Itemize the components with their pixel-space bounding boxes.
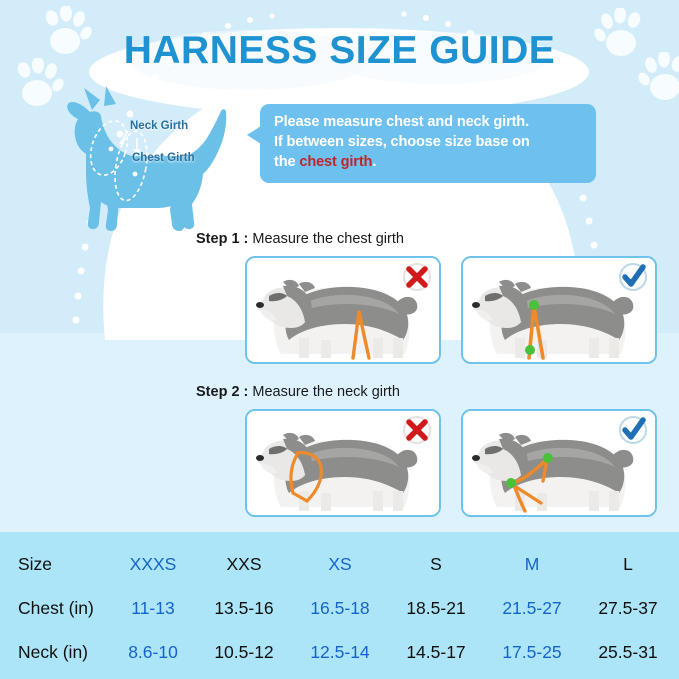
row-label-size: Size [18,553,53,574]
table-cell-chest-s: 18.5-21 [406,597,466,618]
step-2-number: Step 2 : [196,384,253,400]
paw-print-icon [36,6,92,58]
table-cell-chest-xxxs: 11-13 [131,597,175,618]
photo-step1-incorrect [245,256,441,364]
table-cell-neck-s: 14.5-17 [406,641,466,662]
step-1-text: Measure the chest girth [252,231,404,247]
step-1-number: Step 1 : [196,231,253,247]
photo-step2-incorrect [245,409,441,517]
measurement-instruction-callout: Please measure chest and neck girth. If … [247,104,596,183]
step-1-label: Step 1 : Measure the chest girth [196,231,404,247]
table-header-m: M [524,553,540,574]
size-table: Size XXXS XXS XS S M L Chest (in) 11-13 … [0,532,679,679]
callout-highlight: chest girth [299,153,373,170]
step-2-text: Measure the neck girth [252,384,400,400]
photo-step1-correct [461,256,657,364]
page-title: HARNESS SIZE GUIDE [123,29,556,72]
callout-line-2: If between sizes, choose size base on [274,133,530,150]
paw-print-icon [638,52,679,104]
table-cell-neck-m: 17.5-25 [502,641,562,662]
table-cell-neck-l: 25.5-31 [598,641,658,662]
photo-step2-correct [461,409,657,517]
table-header-xxxs: XXXS [129,553,177,574]
chest-girth-label: Chest Girth [132,152,195,164]
table-header-s: S [430,553,442,574]
check-icon [616,261,650,293]
table-row-chest: Chest (in) 11-13 13.5-16 16.5-18 18.5-21… [0,586,679,630]
table-header-xs: XS [328,553,352,574]
table-cell-chest-xxs: 13.5-16 [214,597,274,618]
table-row-size: Size XXXS XXS XS S M L [0,542,679,586]
paw-print-icon [594,8,650,60]
cross-icon [400,414,434,446]
neck-girth-label: Neck Girth [130,120,189,132]
table-cell-neck-xxs: 10.5-12 [214,641,274,662]
callout-tail [247,126,261,144]
dog-silhouette-illustration [62,76,247,238]
callout-line-3-prefix: the [274,153,300,170]
row-label-neck: Neck (in) [18,641,89,662]
step-2-label: Step 2 : Measure the neck girth [196,384,400,400]
table-header-xxs: XXS [226,553,262,574]
paw-print-icon [8,58,64,110]
callout-line-3-suffix: . [372,153,377,170]
table-row-neck: Neck (in) 8.6-10 10.5-12 12.5-14 14.5-17… [0,630,679,674]
background-band-table [0,532,679,679]
row-label-chest: Chest (in) [18,597,94,618]
table-cell-neck-xxxs: 8.6-10 [128,641,178,662]
table-cell-neck-xs: 12.5-14 [310,641,370,662]
table-header-l: L [623,553,633,574]
check-icon [616,414,650,446]
table-cell-chest-m: 21.5-27 [502,597,562,618]
table-cell-chest-xs: 16.5-18 [310,597,370,618]
table-cell-chest-l: 27.5-37 [598,597,658,618]
cross-icon [400,261,434,293]
callout-line-1: Please measure chest and neck girth. [274,114,529,130]
